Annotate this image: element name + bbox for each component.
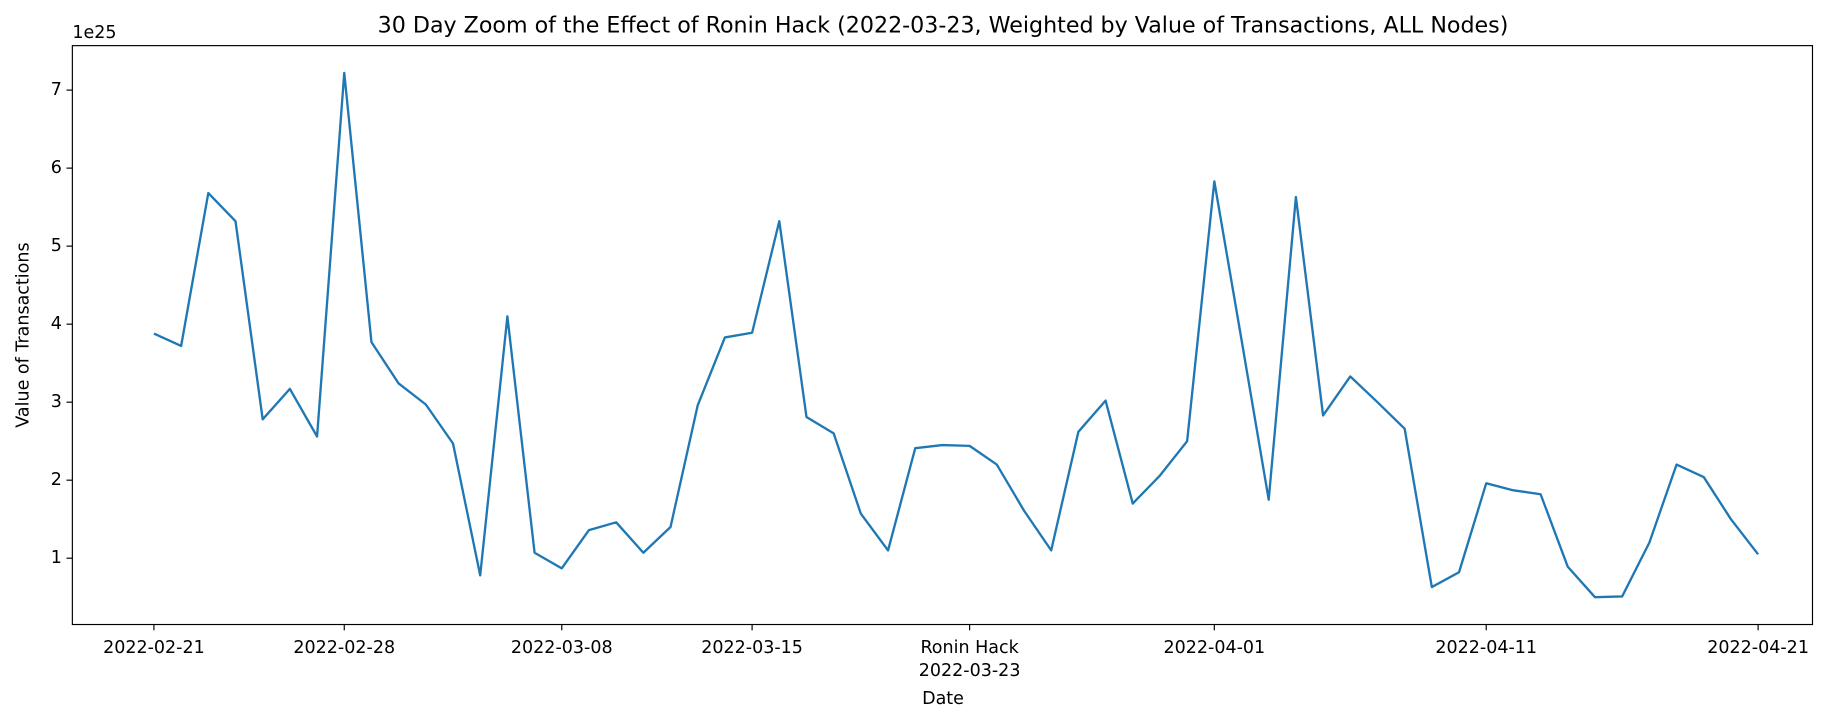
- x-tick-label: 2022-02-21: [103, 638, 205, 658]
- x-tick-label: Ronin Hack 2022-03-23: [919, 638, 1021, 681]
- x-tick-label: 2022-03-15: [701, 638, 803, 658]
- chart-title: 30 Day Zoom of the Effect of Ronin Hack …: [378, 12, 1509, 38]
- y-tick-label: 4: [51, 314, 62, 334]
- plot-frame: [71, 45, 1814, 626]
- y-tick-label: 2: [51, 470, 62, 490]
- y-tick-label: 6: [51, 158, 62, 178]
- line-series: [153, 71, 1760, 599]
- x-tick-label: 2022-04-01: [1163, 638, 1265, 658]
- y-tick-label: 1: [51, 548, 62, 568]
- x-tick-label: 2022-04-11: [1435, 638, 1537, 658]
- y-offset-text: 1e25: [72, 23, 116, 43]
- x-tick-label: 2022-02-28: [293, 638, 395, 658]
- y-tick-label: 5: [51, 236, 62, 256]
- y-tick-label: 7: [51, 80, 62, 100]
- x-tick-label: 2022-04-21: [1707, 638, 1809, 658]
- x-axis-label: Date: [922, 689, 964, 709]
- y-axis-label: Value of Transactions: [13, 242, 33, 427]
- x-tick-label: 2022-03-08: [511, 638, 613, 658]
- y-tick-label: 3: [51, 392, 62, 412]
